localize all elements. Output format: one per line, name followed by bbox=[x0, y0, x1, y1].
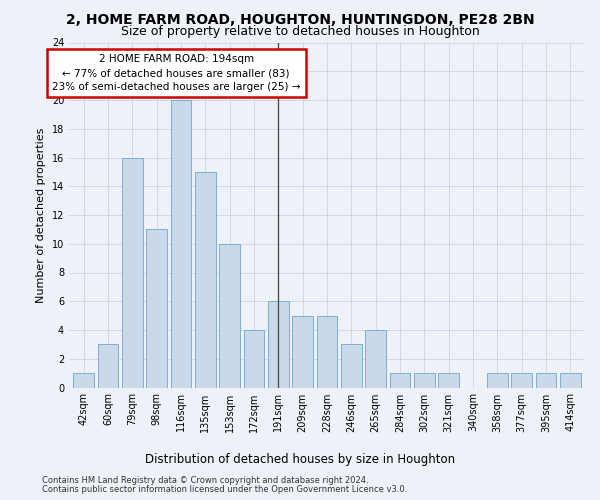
Text: Distribution of detached houses by size in Houghton: Distribution of detached houses by size … bbox=[145, 452, 455, 466]
Text: Size of property relative to detached houses in Houghton: Size of property relative to detached ho… bbox=[121, 25, 479, 38]
Bar bbox=[439, 373, 459, 388]
Y-axis label: Number of detached properties: Number of detached properties bbox=[36, 128, 46, 302]
Bar bbox=[73, 373, 94, 388]
Bar bbox=[341, 344, 362, 388]
Bar bbox=[219, 244, 240, 388]
Bar bbox=[511, 373, 532, 388]
Bar bbox=[170, 100, 191, 388]
Bar bbox=[292, 316, 313, 388]
Bar bbox=[414, 373, 435, 388]
Bar bbox=[487, 373, 508, 388]
Bar bbox=[244, 330, 265, 388]
Bar bbox=[317, 316, 337, 388]
Bar bbox=[365, 330, 386, 388]
Bar bbox=[536, 373, 556, 388]
Text: Contains HM Land Registry data © Crown copyright and database right 2024.: Contains HM Land Registry data © Crown c… bbox=[42, 476, 368, 485]
Bar bbox=[389, 373, 410, 388]
Text: Contains public sector information licensed under the Open Government Licence v3: Contains public sector information licen… bbox=[42, 485, 407, 494]
Bar bbox=[122, 158, 143, 388]
Bar bbox=[146, 230, 167, 388]
Text: 2 HOME FARM ROAD: 194sqm
← 77% of detached houses are smaller (83)
23% of semi-d: 2 HOME FARM ROAD: 194sqm ← 77% of detach… bbox=[52, 54, 301, 92]
Bar bbox=[268, 301, 289, 388]
Bar bbox=[195, 172, 215, 388]
Bar bbox=[98, 344, 118, 388]
Bar bbox=[560, 373, 581, 388]
Text: 2, HOME FARM ROAD, HOUGHTON, HUNTINGDON, PE28 2BN: 2, HOME FARM ROAD, HOUGHTON, HUNTINGDON,… bbox=[65, 12, 535, 26]
